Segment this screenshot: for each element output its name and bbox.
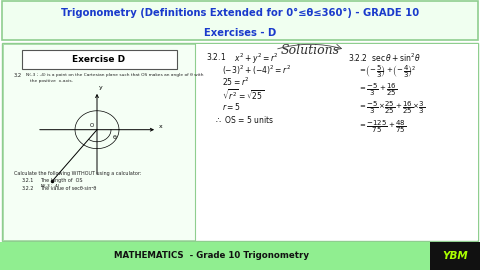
Text: The length of  OS: The length of OS [40,178,83,183]
Text: θ: θ [113,135,117,140]
Text: $25 = r^2$: $25 = r^2$ [222,75,250,88]
Text: Exercises - D: Exercises - D [204,28,276,39]
Text: $(-3)^2+(-4)^2= r^2$: $(-3)^2+(-4)^2= r^2$ [222,63,291,77]
Text: x: x [159,124,163,129]
Text: O: O [90,123,94,128]
Text: the positive  x-axis.: the positive x-axis. [30,79,73,83]
Text: $\therefore$ OS = 5 units: $\therefore$ OS = 5 units [214,114,274,125]
Bar [3,43,195,240]
Text: $3.2.1$: $3.2.1$ [206,51,226,62]
Bar [195,43,478,240]
Text: 3.2.2: 3.2.2 [22,186,35,191]
Text: $\sqrt{r^2} = \sqrt{25}$: $\sqrt{r^2} = \sqrt{25}$ [222,87,264,103]
Text: $x^2+y^2 = r^2$: $x^2+y^2 = r^2$ [234,51,278,66]
Text: $= \dfrac{-5}{3}+\dfrac{16}{25}$: $= \dfrac{-5}{3}+\dfrac{16}{25}$ [358,82,397,98]
Text: YBM: YBM [442,251,468,261]
FancyBboxPatch shape [22,50,177,69]
Text: 3.2.1: 3.2.1 [22,178,35,183]
Text: MATHEMATICS  - Grade 10 Trigonometry: MATHEMATICS - Grade 10 Trigonometry [114,251,309,260]
FancyBboxPatch shape [2,1,478,40]
Text: y: y [99,85,103,90]
Text: 3.2: 3.2 [14,73,22,78]
Bar [430,242,480,270]
Text: N(-3 ; -4): N(-3 ; -4) [41,184,59,188]
Text: Exercise D: Exercise D [72,55,126,65]
Text: $3.2.2\ \ \sec\theta + \sin^2\!\theta$: $3.2.2\ \ \sec\theta + \sin^2\!\theta$ [348,51,421,64]
Text: $= \dfrac{-5}{3}\!\times\!\dfrac{25}{25}+\dfrac{16}{25}\!\times\!\dfrac{3}{3}$: $= \dfrac{-5}{3}\!\times\!\dfrac{25}{25}… [358,100,425,116]
Text: $= \dfrac{-125}{75}+\dfrac{48}{75}$: $= \dfrac{-125}{75}+\dfrac{48}{75}$ [358,119,406,135]
Text: $=\!\left(\!-\dfrac{5}{3}\!\right)+\!\left(\!-\dfrac{4}{3}\!\right)^{\!2}$: $=\!\left(\!-\dfrac{5}{3}\!\right)+\!\le… [358,63,416,80]
Text: Trigonometry (Definitions Extended for 0°≤θ≤360°) - GRADE 10: Trigonometry (Definitions Extended for 0… [61,8,419,18]
Text: $r = 5$: $r = 5$ [222,101,240,112]
Text: N(-3 ; -4) is a point on the Cartesian plane such that OS makes an angle of θ wi: N(-3 ; -4) is a point on the Cartesian p… [26,73,204,77]
Text: The value of secθ·sin²θ: The value of secθ·sin²θ [40,186,96,191]
Text: Solutions: Solutions [280,43,339,57]
Text: Calculate the following WITHOUT using a calculator:: Calculate the following WITHOUT using a … [14,171,142,176]
